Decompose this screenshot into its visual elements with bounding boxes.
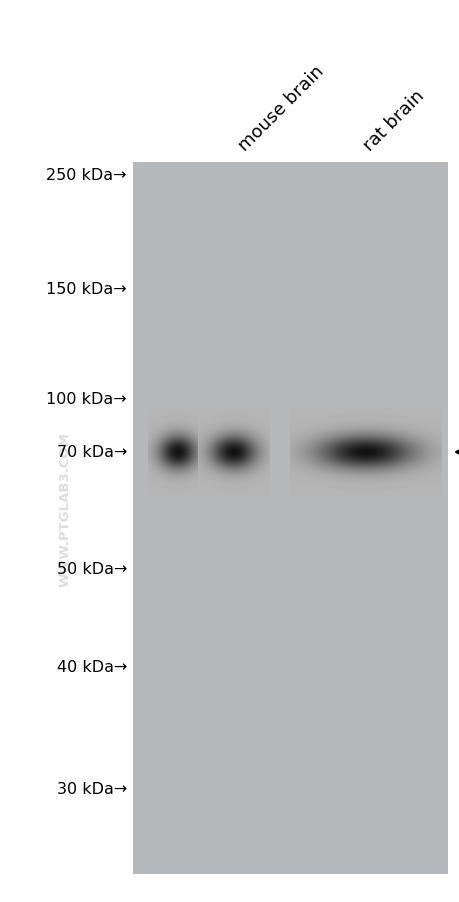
Text: 70 kDa→: 70 kDa→ bbox=[56, 445, 127, 460]
Text: WWW.PTGLAB3.COM: WWW.PTGLAB3.COM bbox=[58, 432, 71, 587]
Text: rat brain: rat brain bbox=[359, 87, 427, 155]
Bar bbox=[133, 163, 447, 874]
Text: 40 kDa→: 40 kDa→ bbox=[56, 659, 127, 675]
Text: 150 kDa→: 150 kDa→ bbox=[46, 282, 127, 297]
Text: 30 kDa→: 30 kDa→ bbox=[56, 782, 127, 796]
Text: 250 kDa→: 250 kDa→ bbox=[46, 167, 127, 182]
Text: 50 kDa→: 50 kDa→ bbox=[56, 562, 127, 577]
Text: mouse brain: mouse brain bbox=[235, 62, 327, 155]
Text: 100 kDa→: 100 kDa→ bbox=[46, 392, 127, 407]
